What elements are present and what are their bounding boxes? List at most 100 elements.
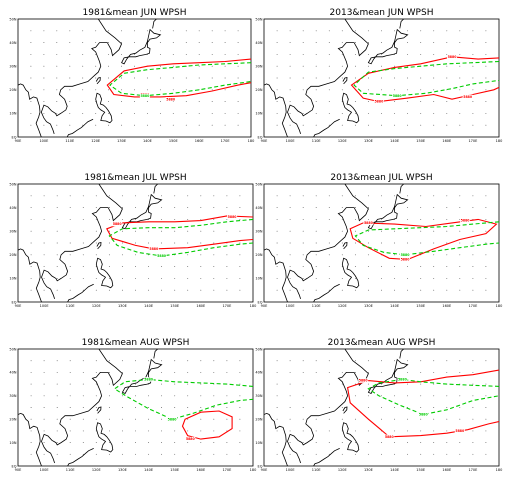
x-tick-label: 140E <box>390 304 399 308</box>
grid-dot <box>433 53 435 55</box>
grid-dot <box>381 395 382 397</box>
y-tick-label: 20N <box>9 253 16 257</box>
grid-dot <box>276 254 278 256</box>
grid-dot <box>394 254 396 256</box>
grid-dot <box>381 242 382 244</box>
grid-dot <box>56 101 58 103</box>
grid-dot <box>121 101 123 103</box>
grid-dot <box>108 42 110 44</box>
contour-label: 5880 <box>228 215 238 219</box>
grid-dot <box>446 124 448 126</box>
grid-dot <box>485 195 487 197</box>
grid-dot <box>82 101 84 103</box>
grid-dot <box>121 395 123 397</box>
y-tick-label: EQ <box>12 300 17 304</box>
grid-dot <box>121 360 123 362</box>
grid-dot <box>354 453 356 455</box>
grid-dot <box>407 418 409 420</box>
grid-dot <box>108 65 110 67</box>
grid-dot <box>354 289 356 291</box>
grid-dot <box>472 195 474 197</box>
grid-dot <box>95 407 97 408</box>
grid-dot <box>69 89 71 91</box>
grid-dot <box>198 124 200 126</box>
grid-dot <box>433 230 435 232</box>
panel-2013-jun: 5880 5880 5880 5880 90E 100E 110E 120E 130E 140E 1… <box>255 8 502 143</box>
grid-dot <box>420 218 422 220</box>
grid-dot <box>134 112 135 114</box>
grid-dot <box>159 30 161 32</box>
grid-dot <box>433 266 435 268</box>
grid-dot <box>69 101 71 103</box>
x-tick-label: 110E <box>65 139 74 143</box>
y-tick-label: EQ <box>12 135 17 139</box>
y-tick-label: 40N <box>9 371 16 375</box>
x-tick-label: 100E <box>40 304 49 308</box>
grid-dot <box>43 442 45 444</box>
grid-dot <box>198 101 200 103</box>
grid-dot <box>459 30 461 32</box>
grid-dot <box>43 289 45 291</box>
grid-dot <box>185 77 187 79</box>
grid-dot <box>172 65 174 67</box>
grid-dot <box>69 442 71 444</box>
x-tick-label: 90E <box>261 139 268 143</box>
grid-dot <box>354 442 356 444</box>
grid-dot <box>121 266 123 268</box>
grid-dot <box>148 442 150 444</box>
grid-dot <box>148 453 150 455</box>
grid-dot <box>161 453 163 455</box>
panel-title: 1981&mean JUL WPSH <box>84 173 186 183</box>
grid-dot <box>161 242 163 244</box>
grid-dot <box>381 371 382 373</box>
grid-dot <box>213 195 215 197</box>
grid-dot <box>354 53 356 55</box>
grid-dot <box>226 453 228 455</box>
grid-dot <box>56 254 58 256</box>
grid-dot <box>472 383 474 385</box>
grid-dot <box>472 101 474 103</box>
grid-dot <box>172 42 174 44</box>
grid-dot <box>146 101 148 103</box>
grid-dot <box>121 65 123 67</box>
grid-dot <box>341 42 343 44</box>
y-tick-label: 20N <box>255 418 262 422</box>
contour-label: 5880 <box>463 95 473 99</box>
grid-dot <box>82 383 84 385</box>
grid-dot <box>30 442 32 444</box>
contour-label-bg <box>167 417 178 422</box>
grid-dot <box>239 277 241 279</box>
grid-dot <box>446 371 448 373</box>
y-tick-label: 50N <box>255 17 262 21</box>
grid-dot <box>237 112 239 114</box>
grid-dot <box>134 65 135 67</box>
grid-dot <box>226 195 228 197</box>
grid-dot <box>95 360 97 362</box>
x-tick-label: 140E <box>144 304 153 308</box>
y-tick-label: 30N <box>255 65 262 69</box>
grid-dot <box>200 242 202 244</box>
grid-dot <box>200 371 202 373</box>
grid-dot <box>341 277 343 279</box>
contour-label-bg <box>454 428 465 434</box>
grid-dot <box>69 289 71 291</box>
grid-dot <box>381 418 382 420</box>
grid-dot <box>289 53 291 55</box>
grid-dot <box>95 77 97 79</box>
grid-dot <box>239 207 241 209</box>
grid-dot <box>289 453 291 455</box>
grid-dot <box>185 53 187 55</box>
grid-dot <box>407 289 409 291</box>
grid-dot <box>108 53 110 55</box>
grid-dot <box>433 30 435 32</box>
grid-dot <box>187 230 189 232</box>
grid-dot <box>198 65 200 67</box>
grid-dot <box>95 207 97 209</box>
grid-dot <box>367 395 369 397</box>
x-tick-label: 170E <box>222 304 231 308</box>
grid-dot <box>485 207 487 209</box>
grid-dot <box>211 53 213 55</box>
x-tick-label: 150E <box>170 468 179 472</box>
